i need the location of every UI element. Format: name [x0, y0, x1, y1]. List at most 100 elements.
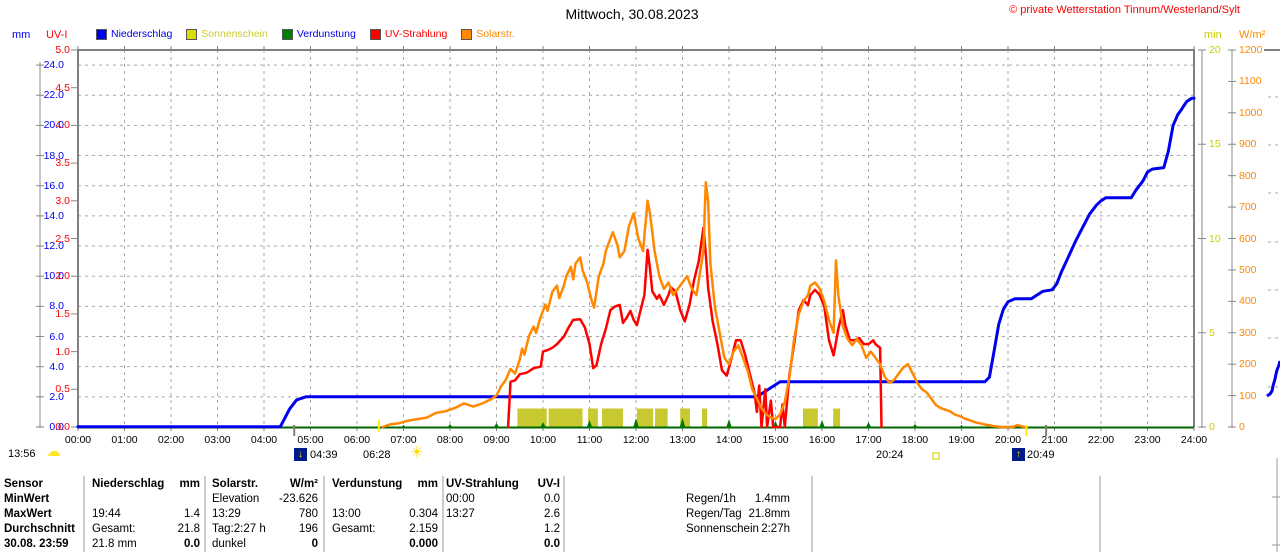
min-tick-label: 0	[1209, 421, 1215, 433]
summary-value: 2:27h	[761, 523, 790, 535]
sunshine-bar	[517, 408, 547, 427]
uv-tick-label: 1.5	[55, 307, 70, 320]
table-cell-value: 2.6	[544, 508, 560, 520]
table-col-title: Solarstr.	[212, 478, 259, 490]
evaporation-spike	[400, 425, 407, 428]
table-col-unit: W/m²	[289, 478, 318, 490]
legend-item-verdunstung: Verdunstung	[281, 28, 356, 40]
table-col-title: Verdunstung	[332, 478, 403, 490]
table-cell-label: Gesamt:	[92, 523, 136, 535]
sunshine-bar	[636, 408, 654, 427]
uv-tick-label: 4.5	[55, 81, 70, 94]
hour-label: 17:00	[855, 434, 882, 446]
wm2-axis-title: W/m²	[1239, 29, 1266, 41]
legend-label: Solarstr.	[476, 28, 515, 40]
table-col-unit: mm	[179, 478, 200, 490]
table-cell-label: dunkel	[212, 538, 246, 550]
summary-label: Sonnenschein	[686, 523, 759, 535]
legend-swatch-icon	[96, 28, 107, 40]
table-cell-label: 21.8 mm	[92, 538, 137, 550]
hour-label: 18:00	[901, 434, 929, 446]
table-row-label: Durchschnitt	[4, 523, 75, 535]
evaporation-spike	[726, 419, 732, 428]
summary-label: Regen/Tag	[686, 508, 742, 520]
table-cell-value: 0.304	[409, 508, 438, 520]
uv-tick-label: 5.0	[55, 44, 70, 56]
sunshine-bar	[602, 408, 623, 427]
solar-line	[381, 181, 1026, 429]
evaporation-spike	[958, 425, 965, 428]
table-cell-value: 0.0	[544, 538, 560, 550]
legend-label: Sonnenschein	[201, 28, 268, 40]
wm2-tick-label: 800	[1239, 169, 1257, 182]
table-col-unit: mm	[417, 478, 438, 490]
mm-axis-title: mm	[12, 29, 31, 41]
sunrise-sun-icon: ☀	[410, 444, 424, 461]
table-cell-value: 780	[298, 508, 318, 520]
hour-label: 14:00	[715, 434, 743, 446]
dawn-icon: ↓	[294, 448, 307, 461]
hour-label: 24:00	[1180, 434, 1208, 446]
mm-tick-label: 16.0	[43, 179, 64, 192]
table-cell-label: Elevation	[212, 493, 260, 505]
legend-label: UV-Strahlung	[384, 28, 448, 40]
hour-label: 16:00	[808, 434, 836, 446]
table-cell-value: 0.000	[409, 538, 438, 550]
wm2-tick-label: 1200	[1239, 44, 1263, 56]
table-cell-label: 00:00	[446, 493, 475, 505]
moon-cloud-icon: ☁	[46, 443, 61, 460]
evaporation-spike	[447, 424, 453, 428]
min-tick-label: 15	[1209, 138, 1221, 151]
table-cell-value: 2.159	[409, 523, 438, 535]
table-cell-label: 13:29	[212, 508, 241, 520]
hour-label: 02:00	[157, 434, 185, 446]
uv-tick-label: 3.0	[55, 194, 70, 207]
evaporation-spike	[586, 420, 593, 428]
wm2-tick-label: 1100	[1239, 75, 1262, 88]
chart-legend: Niederschlag Sonnenschein Verdunstung UV-St…	[96, 28, 515, 40]
hour-label: 08:00	[436, 434, 464, 446]
uvi-axis-title: UV-I	[46, 29, 68, 41]
legend-item-sonnenschein: Sonnenschein	[186, 28, 268, 40]
table-cell-value: 0	[311, 538, 318, 550]
summary-value: 21.8mm	[748, 508, 790, 520]
hour-label: 11:00	[576, 434, 603, 446]
sunshine-bar	[702, 408, 708, 427]
mm-tick-label: 14.0	[43, 209, 64, 222]
sunshine-bar	[588, 408, 598, 427]
table-cell-label: 13:00	[332, 508, 361, 520]
sunset-time: 20:24	[876, 449, 904, 461]
evaporation-spike	[633, 418, 639, 428]
wm2-tick-label: 300	[1239, 326, 1257, 339]
uv-tick-label: 2.5	[55, 232, 70, 245]
table-cell-label: 19:44	[92, 508, 121, 520]
wm2-tick-label: 0	[1239, 421, 1245, 433]
hour-label: 10:00	[529, 434, 557, 446]
table-col-title: UV-Strahlung	[446, 478, 519, 490]
wm2-tick-label: 400	[1239, 295, 1257, 308]
sunshine-bar	[833, 408, 841, 427]
table-cell-value: -23.626	[278, 493, 318, 505]
wm2-tick-label: 100	[1239, 389, 1257, 402]
table-row-label: MaxWert	[4, 508, 52, 520]
table-row-label: Sensor	[4, 478, 43, 490]
uv-tick-label: 0.5	[55, 383, 70, 396]
mm-tick-label: 18.0	[43, 149, 64, 162]
legend-swatch-icon	[369, 28, 381, 40]
evaporation-spike	[540, 422, 546, 428]
legend-swatch-icon	[281, 28, 293, 40]
hour-label: 12:00	[622, 434, 650, 446]
table-cell-value: 1.4	[184, 508, 200, 520]
sunset-icon	[932, 452, 940, 460]
table-cell-label: 13:27	[446, 508, 475, 520]
hour-label: 00:00	[64, 434, 92, 446]
sunrise-time: 06:28	[363, 449, 391, 461]
sunshine-bar	[655, 408, 668, 427]
station-copyright: © private Wetterstation Tinnum/Westerlan…	[1009, 4, 1240, 16]
dusk-icon: ↑	[1012, 448, 1025, 461]
mm-tick-label: 0.0	[49, 421, 64, 433]
mm-tick-label: 12.0	[43, 240, 64, 253]
hour-label: 22:00	[1087, 434, 1115, 446]
table-cell-label: Gesamt:	[332, 523, 376, 535]
